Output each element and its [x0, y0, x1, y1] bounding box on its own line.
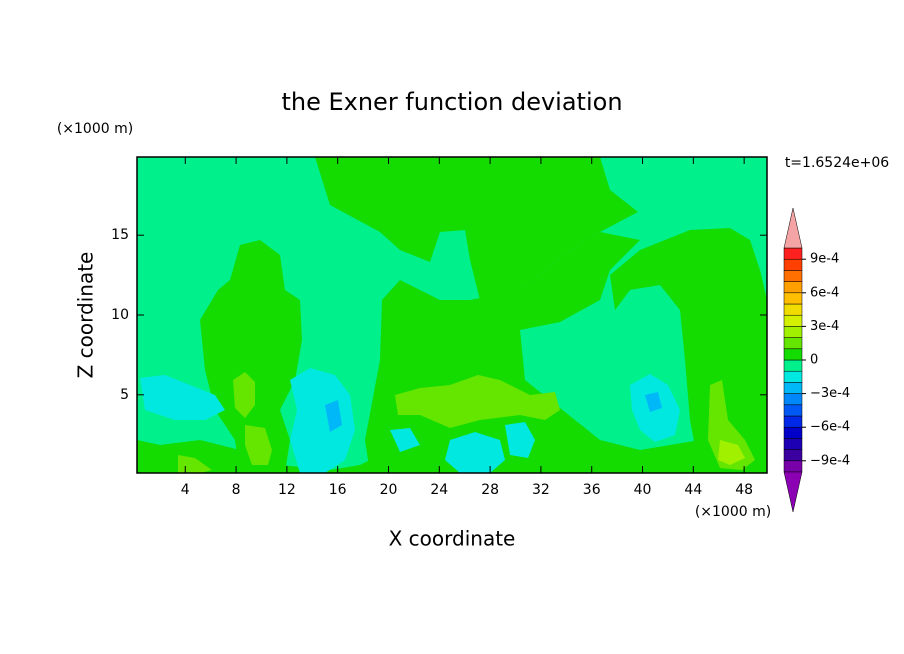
contour-region: [178, 455, 212, 473]
y-tick-label: 10: [111, 307, 129, 323]
contour-region: [390, 428, 420, 452]
contour-region: [200, 240, 302, 473]
x-tick-label: 4: [181, 482, 190, 498]
contour-region: [290, 368, 355, 473]
x-tick-label: 28: [481, 482, 499, 498]
colorbar-label: −9e-4: [810, 453, 850, 468]
x-tick-label: 48: [735, 482, 753, 498]
y-axis-label: Z coordinate: [74, 252, 98, 379]
x-tick-label: 44: [684, 482, 702, 498]
colorbar-box: [783, 382, 803, 394]
x-unit: (×1000 m): [695, 504, 771, 520]
x-tick-label: 32: [532, 482, 550, 498]
y-unit: (×1000 m): [57, 121, 133, 137]
colorbar-label: −6e-4: [810, 420, 850, 435]
contour-region: [140, 375, 225, 420]
annotation: t=1.6524e+06: [785, 155, 889, 171]
colorbar-box: [783, 314, 803, 327]
colorbar-over: [783, 207, 803, 249]
x-tick-label: 12: [278, 482, 296, 498]
colorbar-box: [783, 247, 803, 260]
y-tick-label: 5: [120, 387, 129, 403]
x-tick-label: 40: [634, 482, 652, 498]
colorbar-box: [783, 415, 803, 428]
chart-title: the Exner function deviation: [281, 88, 622, 116]
colorbar-box: [783, 281, 803, 294]
contour-region: [315, 157, 638, 300]
contour-region: [245, 425, 272, 465]
colorbar-label: 0: [810, 353, 818, 368]
contour-field: [137, 157, 767, 473]
colorbar-label: 6e-4: [810, 285, 839, 300]
colorbar-box: [783, 303, 803, 316]
contour-region: [505, 422, 535, 458]
colorbar-box: [783, 393, 803, 406]
x-tick-label: 8: [232, 482, 241, 498]
x-tick-label: 20: [380, 482, 398, 498]
x-tick-label: 24: [430, 482, 448, 498]
colorbar-box: [783, 270, 803, 282]
colorbar-box: [783, 258, 803, 271]
x-tick-label: 36: [583, 482, 601, 498]
y-tick-label: 15: [111, 227, 129, 243]
contour-region: [610, 228, 767, 473]
contour-region: [445, 432, 505, 473]
colorbar-box: [783, 438, 803, 450]
contour-region: [730, 330, 745, 370]
colorbar-label: −3e-4: [810, 386, 850, 401]
colorbar-box: [783, 370, 803, 383]
colorbar-box: [783, 326, 803, 338]
contour-region: [325, 400, 342, 432]
x-axis-label: X coordinate: [389, 527, 516, 551]
colorbar-box: [783, 449, 803, 462]
colorbar-box: [783, 359, 803, 372]
x-tick-label: 16: [329, 482, 347, 498]
colorbar-box: [783, 337, 803, 350]
colorbar-box: [783, 460, 803, 473]
contour-region: [645, 392, 662, 412]
colorbar-box: [783, 292, 803, 305]
contour-region: [718, 440, 745, 465]
contour-region: [395, 375, 560, 428]
colorbar-under: [783, 471, 803, 513]
colorbar-label: 9e-4: [810, 252, 839, 267]
colorbar-box: [783, 404, 803, 417]
colorbar-box: [783, 348, 803, 361]
contour-region: [233, 372, 255, 418]
colorbar-label: 3e-4: [810, 319, 839, 334]
colorbar-box: [783, 426, 803, 439]
